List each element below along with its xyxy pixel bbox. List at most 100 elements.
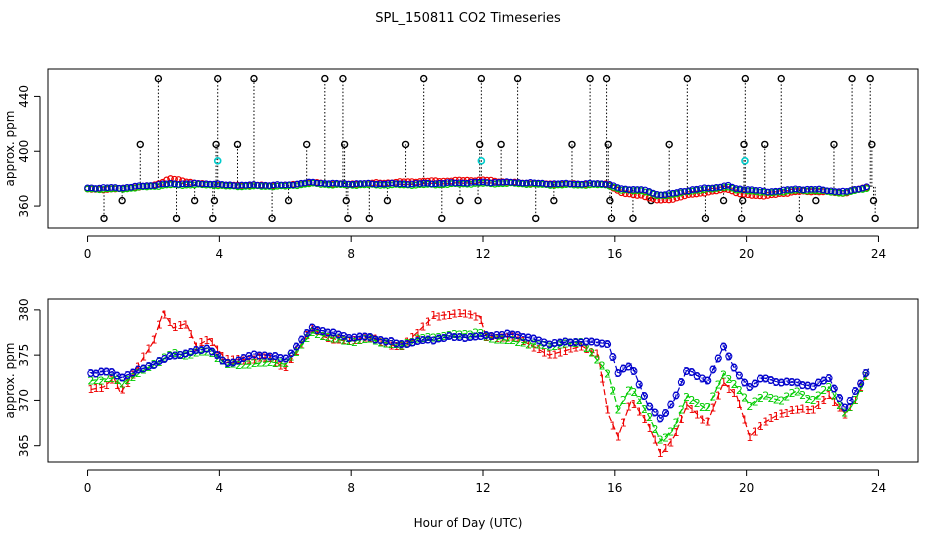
series-3-marker: 3 bbox=[720, 341, 727, 354]
top-series3-point bbox=[325, 180, 333, 188]
series-3-point bbox=[709, 365, 717, 373]
spike-point bbox=[383, 196, 392, 205]
series-3-marker: 3 bbox=[219, 355, 226, 368]
series-2-marker: 2 bbox=[108, 372, 115, 385]
series-3-marker: 3 bbox=[319, 325, 326, 338]
top-series3-point bbox=[301, 179, 309, 187]
top-series3-point bbox=[424, 179, 432, 187]
series-3-marker: 3 bbox=[383, 336, 390, 349]
spike-point bbox=[812, 196, 820, 205]
series-3-marker: 3 bbox=[683, 365, 690, 378]
spike-point bbox=[606, 196, 614, 205]
series-3-point bbox=[266, 352, 274, 360]
top-series3-point bbox=[202, 180, 210, 188]
top-series3-point bbox=[740, 186, 748, 194]
series-3-point bbox=[519, 333, 527, 341]
series-1-marker: 1 bbox=[335, 334, 342, 347]
series-2-marker: 2 bbox=[667, 425, 674, 438]
top-series3-point bbox=[333, 179, 341, 187]
series-3-marker: 3 bbox=[340, 330, 347, 343]
top-series3-point bbox=[792, 185, 799, 193]
series-3-marker: 3 bbox=[293, 341, 300, 354]
spike-point bbox=[321, 74, 329, 83]
series-3-point bbox=[572, 338, 580, 346]
series-3-line bbox=[90, 327, 870, 420]
top-series3-point bbox=[744, 186, 752, 193]
series-2-marker: 2 bbox=[130, 371, 137, 384]
series-3-point bbox=[466, 333, 475, 341]
series-2-marker: 2 bbox=[683, 391, 690, 404]
spike-point bbox=[339, 74, 347, 83]
top-series3-point bbox=[708, 184, 716, 192]
series-2-marker: 2 bbox=[414, 333, 421, 346]
series-1-marker: 1 bbox=[636, 406, 643, 419]
top-series3-point bbox=[720, 182, 728, 190]
top-series3-point bbox=[266, 182, 273, 190]
series-2-marker: 2 bbox=[288, 351, 295, 364]
series-2-marker: 2 bbox=[383, 337, 390, 350]
series-3-point bbox=[588, 338, 596, 346]
series-3-marker: 3 bbox=[304, 327, 311, 340]
spike-point bbox=[795, 214, 804, 223]
top-series3-point bbox=[863, 183, 870, 191]
series-2-marker: 2 bbox=[594, 354, 601, 367]
series-3-point bbox=[356, 333, 364, 341]
series-3-marker: 3 bbox=[572, 336, 579, 349]
top-series3-point bbox=[807, 185, 815, 193]
spike-point bbox=[233, 140, 242, 149]
top-series3-point bbox=[665, 190, 673, 197]
series-3-point bbox=[635, 380, 643, 388]
top-series3-point bbox=[277, 181, 285, 189]
series-1-marker: 1 bbox=[330, 334, 337, 347]
top-series3-point bbox=[194, 180, 202, 187]
spike-point bbox=[438, 214, 446, 223]
series-2-marker: 2 bbox=[435, 331, 442, 344]
series-3-marker: 3 bbox=[240, 352, 247, 365]
series-3-marker: 3 bbox=[841, 401, 848, 414]
series-1-marker: 1 bbox=[124, 377, 131, 390]
series-2-marker: 2 bbox=[826, 381, 833, 394]
top-series3-point bbox=[440, 179, 447, 187]
series-3-marker: 3 bbox=[520, 331, 527, 344]
top-series3-point bbox=[147, 182, 155, 189]
series-2-marker: 2 bbox=[588, 347, 595, 360]
top-series3-point bbox=[705, 184, 712, 192]
top-series3-point bbox=[855, 185, 863, 193]
top-series1-point bbox=[641, 193, 649, 201]
series-2-marker: 2 bbox=[641, 403, 648, 416]
series-2-marker: 2 bbox=[741, 391, 748, 404]
top-series3-point bbox=[167, 179, 174, 187]
top-series3-point bbox=[831, 188, 839, 195]
series-3-marker: 3 bbox=[124, 369, 131, 382]
spike-point bbox=[848, 74, 856, 83]
series-3-marker: 3 bbox=[351, 331, 358, 344]
top-series3-point bbox=[258, 181, 265, 189]
top-series3-point bbox=[372, 180, 380, 188]
series-2-marker: 2 bbox=[657, 433, 664, 446]
top-series1-point bbox=[736, 190, 744, 198]
series-3-point bbox=[714, 354, 722, 362]
series-3-marker: 3 bbox=[435, 333, 442, 346]
top-series3-point bbox=[123, 183, 131, 191]
top-series3-point bbox=[566, 180, 574, 188]
series-1-marker: 1 bbox=[831, 396, 838, 409]
top-series3-point bbox=[637, 186, 645, 193]
series-3-marker: 3 bbox=[425, 334, 432, 347]
series-3-marker: 3 bbox=[288, 347, 295, 360]
series-3-point bbox=[551, 339, 559, 347]
series-1-marker: 1 bbox=[203, 334, 210, 347]
series-3-marker: 3 bbox=[678, 376, 685, 389]
top-series3-point bbox=[728, 183, 736, 191]
top-series3-point bbox=[776, 187, 783, 195]
top-series3-point bbox=[736, 185, 744, 193]
series-2-marker: 2 bbox=[420, 332, 427, 345]
series-3-marker: 3 bbox=[688, 366, 695, 379]
series-3-point bbox=[134, 365, 142, 373]
top-series3-point bbox=[111, 184, 119, 191]
series-3-point bbox=[672, 391, 680, 399]
series-2-line bbox=[90, 331, 870, 443]
series-3-marker: 3 bbox=[794, 376, 801, 389]
series-1-marker: 1 bbox=[467, 309, 474, 322]
x-tick-label: 4 bbox=[216, 247, 224, 261]
series-3-marker: 3 bbox=[203, 343, 210, 356]
